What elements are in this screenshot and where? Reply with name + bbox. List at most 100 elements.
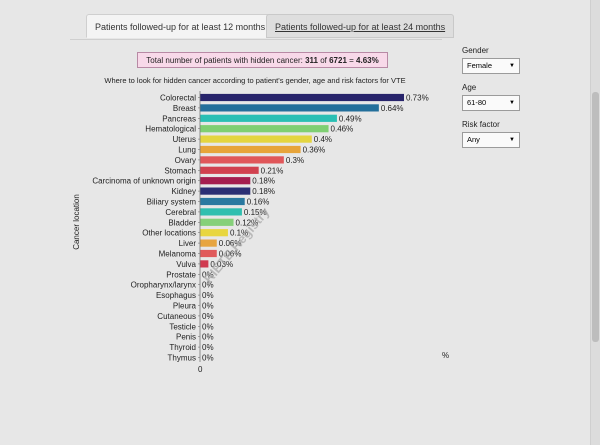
value-label: 0.36% (303, 146, 326, 155)
value-label: 0.06% (219, 239, 242, 248)
bar[interactable] (200, 197, 245, 206)
total-hidden-cancer-summary: Total number of patients with hidden can… (137, 52, 388, 68)
x-axis-tick-zero: 0 (198, 365, 203, 374)
value-label: 0% (202, 333, 214, 342)
category-label: Cerebral (165, 208, 196, 217)
value-label: 0.21% (261, 166, 284, 175)
value-label: 0% (202, 281, 214, 290)
risk-factor-value: Any (467, 135, 480, 144)
value-label: 0.18% (252, 187, 275, 196)
chevron-down-icon: ▼ (509, 63, 515, 69)
bar[interactable] (200, 156, 284, 164)
category-label: Liver (179, 239, 197, 248)
summary-total: 6721 (329, 56, 347, 65)
tab-24-months[interactable]: Patients followed-up for at least 24 mon… (266, 14, 455, 38)
category-label: Cutaneous (157, 312, 196, 321)
category-label: Carcinoma of unknown origin (92, 177, 196, 186)
value-label: 0.12% (236, 218, 259, 227)
category-label: Prostate (166, 270, 196, 279)
bar[interactable] (200, 135, 312, 143)
value-label: 0.18% (252, 177, 275, 186)
bar[interactable] (200, 187, 251, 195)
bar[interactable] (200, 114, 337, 122)
summary-of: of (317, 56, 330, 65)
summary-count: 311 (305, 56, 318, 65)
summary-percent: 4.63% (356, 56, 379, 65)
bar[interactable] (200, 177, 251, 185)
value-label: 0.15% (244, 208, 267, 217)
value-label: 0.73% (406, 94, 429, 103)
page-scrollbar[interactable] (590, 0, 600, 445)
category-label: Uterus (172, 135, 196, 144)
category-label: Testicle (169, 322, 196, 331)
value-label: 0% (202, 302, 214, 311)
category-label: Biliary system (147, 198, 197, 207)
chart-bars: Colorectal 0.73% Breast 0.64% Pancreas 0.49% H… (92, 94, 428, 363)
bar[interactable] (200, 229, 228, 237)
bar[interactable] (200, 93, 404, 102)
value-label: 0.03% (210, 260, 233, 269)
summary-eq: = (346, 56, 357, 65)
age-label: Age (462, 83, 477, 92)
filter-controls: Gender Female ▼ Age 61-80 ▼ Risk factor An… (462, 46, 542, 157)
value-label: 0.46% (331, 125, 354, 134)
summary-prefix: Total number of patients with hidden can… (146, 56, 306, 65)
bar[interactable] (200, 249, 217, 258)
gender-select[interactable]: Female ▼ (462, 58, 520, 74)
value-label: 0.3% (286, 156, 304, 165)
bar[interactable] (200, 104, 379, 112)
value-label: 0% (202, 322, 214, 331)
tab-bar: Patients followed-up for at least 12 mon… (70, 14, 455, 40)
value-label: 0.16% (247, 198, 270, 207)
bar[interactable] (200, 145, 301, 154)
bar[interactable] (200, 166, 259, 174)
category-label: Esophagus (156, 291, 196, 300)
category-label: Breast (173, 104, 197, 113)
value-label: 0.49% (339, 114, 362, 123)
category-label: Kidney (172, 187, 196, 196)
chart-title: Where to look for hidden cancer accordin… (104, 76, 406, 85)
value-label: 0% (202, 270, 214, 279)
value-label: 0.06% (219, 250, 242, 259)
bar[interactable] (200, 125, 329, 133)
category-label: Pleura (173, 302, 197, 311)
risk-factor-label: Risk factor (462, 120, 500, 129)
category-label: Penis (176, 333, 196, 342)
chevron-down-icon: ▼ (509, 137, 515, 143)
category-label: Thyroid (169, 343, 196, 352)
gender-label: Gender (462, 46, 489, 55)
value-label: 0.1% (230, 229, 248, 238)
category-label: Ovary (175, 156, 196, 165)
tab-12-months[interactable]: Patients followed-up for at least 12 mon… (86, 14, 275, 38)
bar[interactable] (200, 218, 234, 226)
value-label: 0% (202, 343, 214, 352)
bar[interactable] (200, 239, 217, 247)
age-value: 61-80 (467, 98, 487, 107)
category-label: Bladder (168, 218, 196, 227)
risk-factor-select[interactable]: Any ▼ (462, 132, 520, 148)
value-label: 0.4% (314, 135, 332, 144)
scrollbar-thumb[interactable] (592, 92, 599, 342)
category-label: Hematological (145, 125, 196, 134)
y-axis-label: Cancer location (72, 194, 81, 250)
chevron-down-icon: ▼ (509, 100, 515, 106)
value-label: 0% (202, 291, 214, 300)
category-label: Lung (178, 146, 196, 155)
bar[interactable] (200, 260, 209, 268)
bar[interactable] (200, 208, 242, 216)
category-label: Stomach (164, 166, 196, 175)
category-label: Melanoma (159, 250, 197, 259)
value-label: 0% (202, 312, 214, 321)
category-label: Vulva (176, 260, 196, 269)
category-label: Other locations (142, 229, 196, 238)
category-label: Colorectal (160, 94, 196, 103)
value-label: 0.64% (381, 104, 404, 113)
gender-value: Female (467, 61, 493, 70)
x-axis-label: % (442, 351, 449, 360)
category-label: Oropharynx/larynx (131, 281, 196, 290)
age-select[interactable]: 61-80 ▼ (462, 95, 520, 111)
value-label: 0% (202, 354, 214, 363)
category-label: Pancreas (162, 114, 196, 123)
